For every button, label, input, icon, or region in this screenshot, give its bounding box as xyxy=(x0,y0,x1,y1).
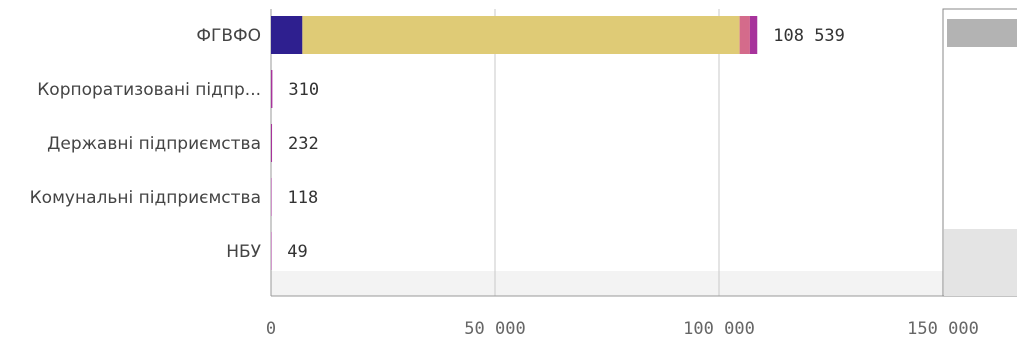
bar-segment[interactable] xyxy=(271,124,273,162)
category-labels: ФГВФО Корпоратизовані підпр... Державні пі… xyxy=(30,26,262,262)
plot-background xyxy=(271,9,943,296)
category-label: Комунальні підприємства xyxy=(30,188,261,208)
bar-segment[interactable] xyxy=(271,70,273,108)
bars xyxy=(271,16,758,270)
value-label: 310 xyxy=(288,80,319,100)
scroll-navigator[interactable] xyxy=(942,8,1017,297)
x-tick-label: 50 000 xyxy=(464,319,525,339)
value-label: 118 xyxy=(288,188,319,208)
scroll-navigator-track xyxy=(944,229,1017,296)
bar-segment[interactable] xyxy=(271,178,272,216)
x-axis-tick-labels: 0 50 000 100 000 150 000 xyxy=(266,319,979,339)
bar-segment[interactable] xyxy=(302,16,740,54)
category-label: ФГВФО xyxy=(196,26,261,46)
bar-segment[interactable] xyxy=(739,16,750,54)
x-tick-label: 0 xyxy=(266,319,276,339)
x-tick-label: 100 000 xyxy=(683,319,755,339)
value-label: 108 539 xyxy=(773,26,845,46)
plot-bottom-band xyxy=(271,271,943,296)
value-labels: 108 539 310 232 118 49 xyxy=(287,26,845,262)
bar-segment[interactable] xyxy=(749,16,758,54)
value-label: 49 xyxy=(287,242,307,262)
bar-segment[interactable] xyxy=(271,232,272,270)
value-label: 232 xyxy=(288,134,319,154)
bar-segment[interactable] xyxy=(271,16,303,54)
x-tick-label: 150 000 xyxy=(907,319,979,339)
category-label: НБУ xyxy=(226,242,261,262)
grid-lines xyxy=(270,9,944,297)
category-label: Державні підприємства xyxy=(47,134,261,154)
scroll-navigator-thumb[interactable] xyxy=(947,19,1017,47)
category-label: Корпоратизовані підпр... xyxy=(37,80,261,100)
